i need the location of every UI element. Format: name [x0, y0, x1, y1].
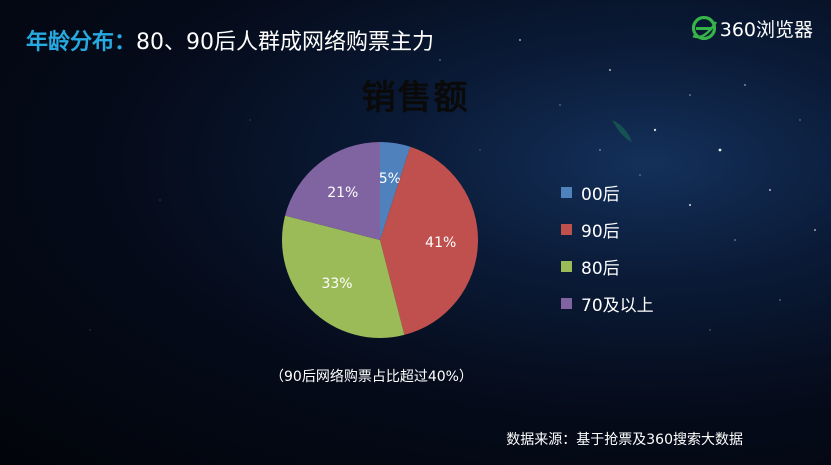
- pie-data-label: 5%: [379, 171, 401, 187]
- legend-swatch: [561, 187, 572, 198]
- brand-label: 360浏览器: [719, 18, 813, 41]
- header-topic: 年龄分布：: [26, 30, 137, 55]
- legend-label: 80后: [581, 259, 620, 279]
- legend-item-90s: 90后: [561, 211, 654, 248]
- chart-note: （90后网络购票占比超过40%）: [270, 369, 473, 385]
- pie-slice-80s: [281, 215, 405, 338]
- pie-slice-90s: [380, 146, 478, 335]
- pie-data-label: 21%: [327, 185, 358, 201]
- pie-slice-70s-and-above: [285, 142, 380, 240]
- legend-swatch: [561, 298, 572, 309]
- header-headline: 80、90后人群成网络购票主力: [136, 30, 435, 55]
- legend-item-70s-and-above: 70及以上: [561, 285, 654, 322]
- legend-item-80s: 80后: [561, 248, 654, 285]
- chart-legend: 00后 90后 80后 70及以上: [561, 174, 654, 322]
- legend-label: 00后: [581, 185, 620, 205]
- legend-swatch: [561, 224, 572, 235]
- pie-slice-00s: [380, 142, 411, 240]
- page-header: 年龄分布：80、90后人群成网络购票主力: [26, 24, 434, 56]
- brand-logo: 360浏览器: [690, 14, 813, 42]
- legend-label: 90后: [581, 222, 620, 242]
- pie-data-label: 41%: [425, 235, 456, 251]
- legend-swatch: [561, 261, 572, 272]
- browser-e-logo-icon: [691, 15, 717, 41]
- legend-item-00s: 00后: [561, 174, 654, 211]
- chart-title: 销售额: [361, 78, 470, 118]
- data-source: 数据来源：基于抢票及360搜索大数据: [506, 432, 743, 448]
- pie-data-label: 33%: [321, 276, 352, 292]
- legend-label: 70及以上: [581, 296, 654, 316]
